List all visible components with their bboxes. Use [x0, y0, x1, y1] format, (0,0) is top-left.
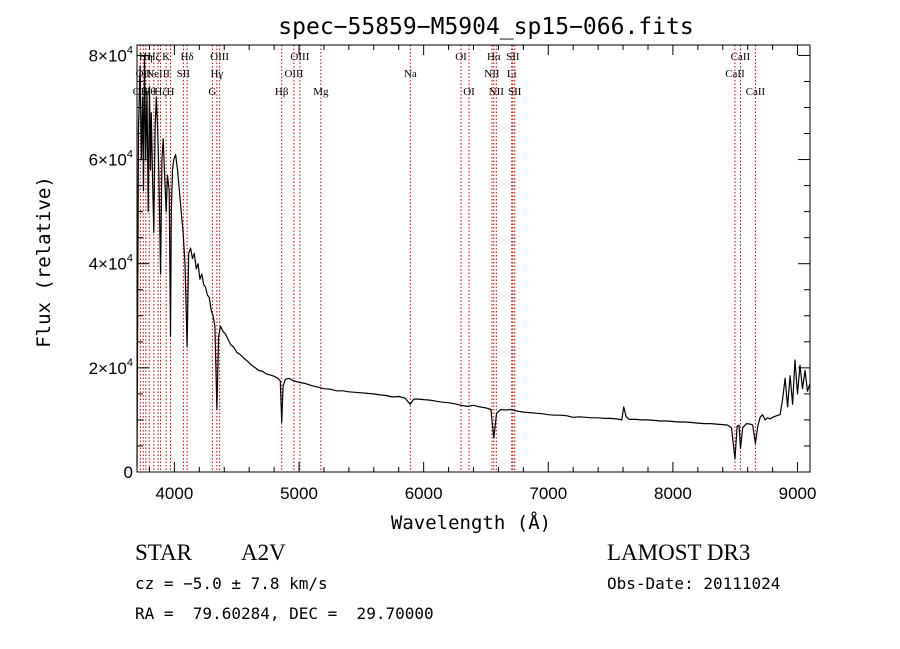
line-label: NII: [489, 86, 505, 98]
line-label: Li: [507, 68, 517, 80]
line-label: SII: [177, 68, 191, 80]
line-label: CaII: [746, 86, 766, 98]
object-subclass: A2V: [241, 540, 286, 565]
line-label: Hγ: [210, 68, 223, 80]
line-label: OIII: [210, 51, 229, 63]
line-label: Na: [404, 68, 417, 80]
line-labels: OIIOIIHηHθHζNeIIIHζKHSIIHδGHγOIIIHβOIIIO…: [133, 51, 766, 98]
line-label: K: [162, 51, 170, 63]
axes: [136, 44, 811, 473]
y-tick-label: 4×104: [89, 253, 133, 274]
line-label: Hη: [139, 51, 153, 63]
line-label: CaII: [725, 68, 745, 80]
object-type: STAR: [135, 540, 193, 565]
line-label: Hα: [487, 51, 501, 63]
y-tick-label: 2×104: [89, 357, 133, 378]
line-label: NII: [484, 68, 500, 80]
line-label: OIII: [284, 68, 303, 80]
redshift-readout: cz = −5.0 ± 7.8 km/s: [135, 574, 328, 593]
line-label: G: [208, 86, 216, 98]
line-label: CaII: [731, 51, 751, 63]
line-label: SII: [508, 86, 522, 98]
line-label: SII: [506, 51, 520, 63]
x-tick-label: 9000: [779, 484, 817, 503]
x-tick-label: 6000: [405, 484, 443, 503]
line-label: Mg: [313, 86, 329, 98]
x-tick-label: 5000: [280, 484, 318, 503]
x-tick-label: 7000: [529, 484, 567, 503]
line-label: OI: [463, 86, 475, 98]
x-ticks: 4000 5000 6000 7000 8000 9000: [148, 45, 817, 503]
x-tick-label: 8000: [654, 484, 692, 503]
spectrum-line-0: [136, 54, 811, 467]
x-tick-label: 4000: [155, 484, 193, 503]
line-markers: [139, 45, 756, 472]
y-axis-label: Flux (relative): [33, 176, 55, 348]
line-label: Hβ: [275, 86, 289, 98]
line-label: OIII: [290, 51, 309, 63]
y-tick-label: 0: [124, 463, 133, 482]
line-label: Hδ: [181, 51, 194, 63]
spectrum-series: [136, 54, 811, 467]
y-tick-label: 8×104: [89, 44, 133, 65]
plot-frame: [136, 44, 811, 473]
coordinates: RA = 79.60284, DEC = 29.70000: [135, 604, 434, 623]
line-label: OI: [455, 51, 467, 63]
y-ticks: 0 2×104 4×104 6×104 8×104: [89, 44, 810, 482]
line-label: NeIII: [146, 68, 170, 80]
x-axis-label: Wavelength (Å): [391, 511, 551, 534]
line-label: H: [167, 86, 175, 98]
survey-name: LAMOST DR3: [607, 540, 750, 565]
line-label: Hζ: [154, 86, 167, 98]
line-label: Hζ: [148, 51, 161, 63]
obs-date: Obs-Date: 20111024: [607, 574, 780, 593]
y-tick-label: 6×104: [89, 149, 133, 170]
chart-title: spec−55859−M5904_sp15−066.fits: [278, 14, 693, 40]
